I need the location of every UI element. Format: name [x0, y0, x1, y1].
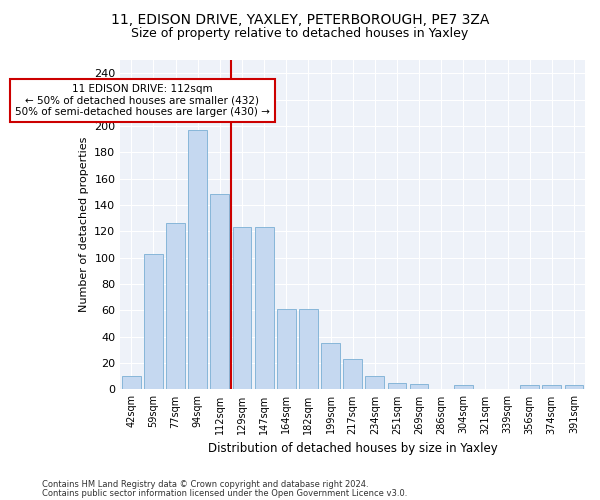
Bar	[520, 386, 539, 390]
Bar	[211, 194, 229, 390]
Bar	[299, 309, 318, 390]
Y-axis label: Number of detached properties: Number of detached properties	[79, 137, 89, 312]
Text: Contains public sector information licensed under the Open Government Licence v3: Contains public sector information licen…	[42, 490, 407, 498]
Bar	[122, 376, 141, 390]
Text: Contains HM Land Registry data © Crown copyright and database right 2024.: Contains HM Land Registry data © Crown c…	[42, 480, 368, 489]
Bar	[388, 383, 406, 390]
Bar	[277, 309, 296, 390]
Bar	[454, 386, 473, 390]
Text: Size of property relative to detached houses in Yaxley: Size of property relative to detached ho…	[131, 28, 469, 40]
Bar	[188, 130, 207, 390]
Bar	[321, 344, 340, 390]
Text: 11, EDISON DRIVE, YAXLEY, PETERBOROUGH, PE7 3ZA: 11, EDISON DRIVE, YAXLEY, PETERBOROUGH, …	[111, 12, 489, 26]
Bar	[166, 224, 185, 390]
Bar	[410, 384, 428, 390]
Bar	[144, 254, 163, 390]
Bar	[365, 376, 384, 390]
X-axis label: Distribution of detached houses by size in Yaxley: Distribution of detached houses by size …	[208, 442, 497, 455]
Bar	[343, 359, 362, 390]
Bar	[542, 386, 561, 390]
Bar	[255, 228, 274, 390]
Text: 11 EDISON DRIVE: 112sqm
← 50% of detached houses are smaller (432)
50% of semi-d: 11 EDISON DRIVE: 112sqm ← 50% of detache…	[15, 84, 270, 117]
Bar	[233, 228, 251, 390]
Bar	[565, 386, 583, 390]
